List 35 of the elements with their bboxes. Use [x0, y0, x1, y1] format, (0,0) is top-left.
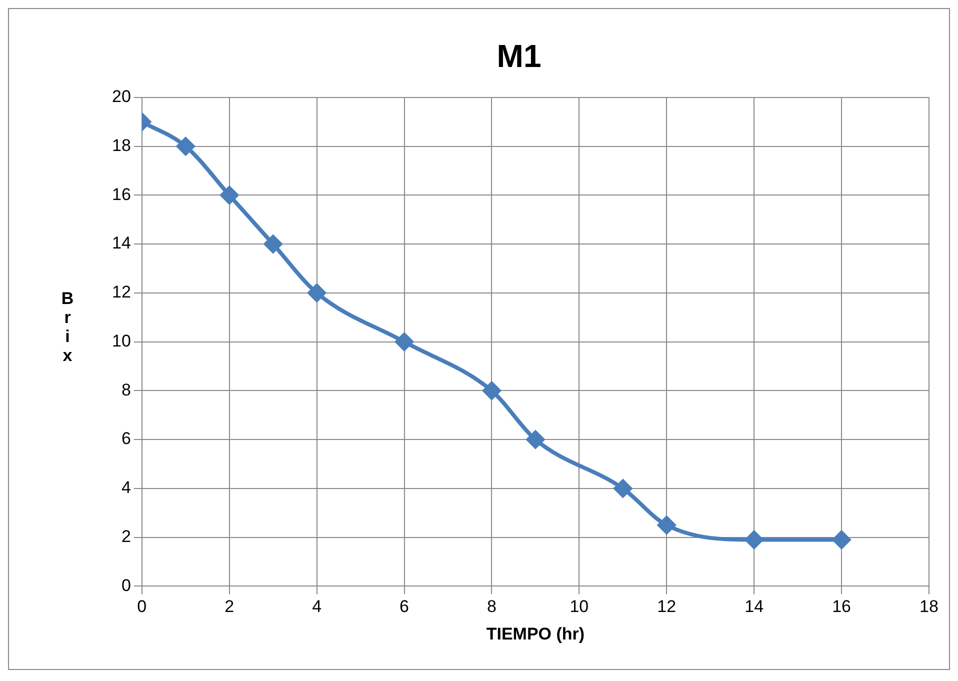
point — [832, 530, 851, 549]
x-tick-label: 4 — [312, 597, 322, 616]
x-tick-label: 14 — [744, 597, 764, 616]
point — [614, 479, 632, 498]
y-tick-label: 4 — [121, 478, 131, 498]
x-tick-label: 12 — [657, 597, 676, 616]
point — [308, 284, 326, 302]
x-tick-label: 0 — [137, 597, 147, 616]
point — [395, 332, 414, 351]
x-tick-label: 16 — [832, 597, 852, 616]
x-tick-label: 10 — [570, 597, 589, 616]
y-tick-label: 2 — [121, 527, 131, 546]
y-tick-label: 8 — [121, 380, 131, 400]
y-tick-label: 16 — [112, 184, 131, 204]
x-axis-title: TIEMPO (hr) — [486, 624, 585, 644]
point — [264, 235, 282, 254]
y-tick-label: 6 — [121, 429, 131, 448]
point — [220, 186, 238, 204]
y-tick-label: 0 — [121, 576, 131, 595]
point — [176, 137, 195, 156]
point — [482, 382, 501, 400]
y-tick-label: 14 — [112, 234, 131, 253]
x-tick-label: 6 — [400, 597, 410, 616]
chart-title: M1 — [496, 38, 542, 74]
x-tick-label: 8 — [486, 597, 496, 616]
y-tick-label: 10 — [112, 331, 131, 350]
x-tick-label: 18 — [920, 597, 938, 616]
point — [526, 430, 544, 449]
point — [658, 516, 676, 534]
y-axis-title: Brix — [58, 289, 77, 365]
y-tick-label: 20 — [112, 87, 131, 106]
y-tick-label: 18 — [112, 136, 131, 155]
point — [745, 530, 764, 549]
y-tick-label: 12 — [112, 282, 131, 302]
x-tick-label: 2 — [224, 597, 234, 616]
